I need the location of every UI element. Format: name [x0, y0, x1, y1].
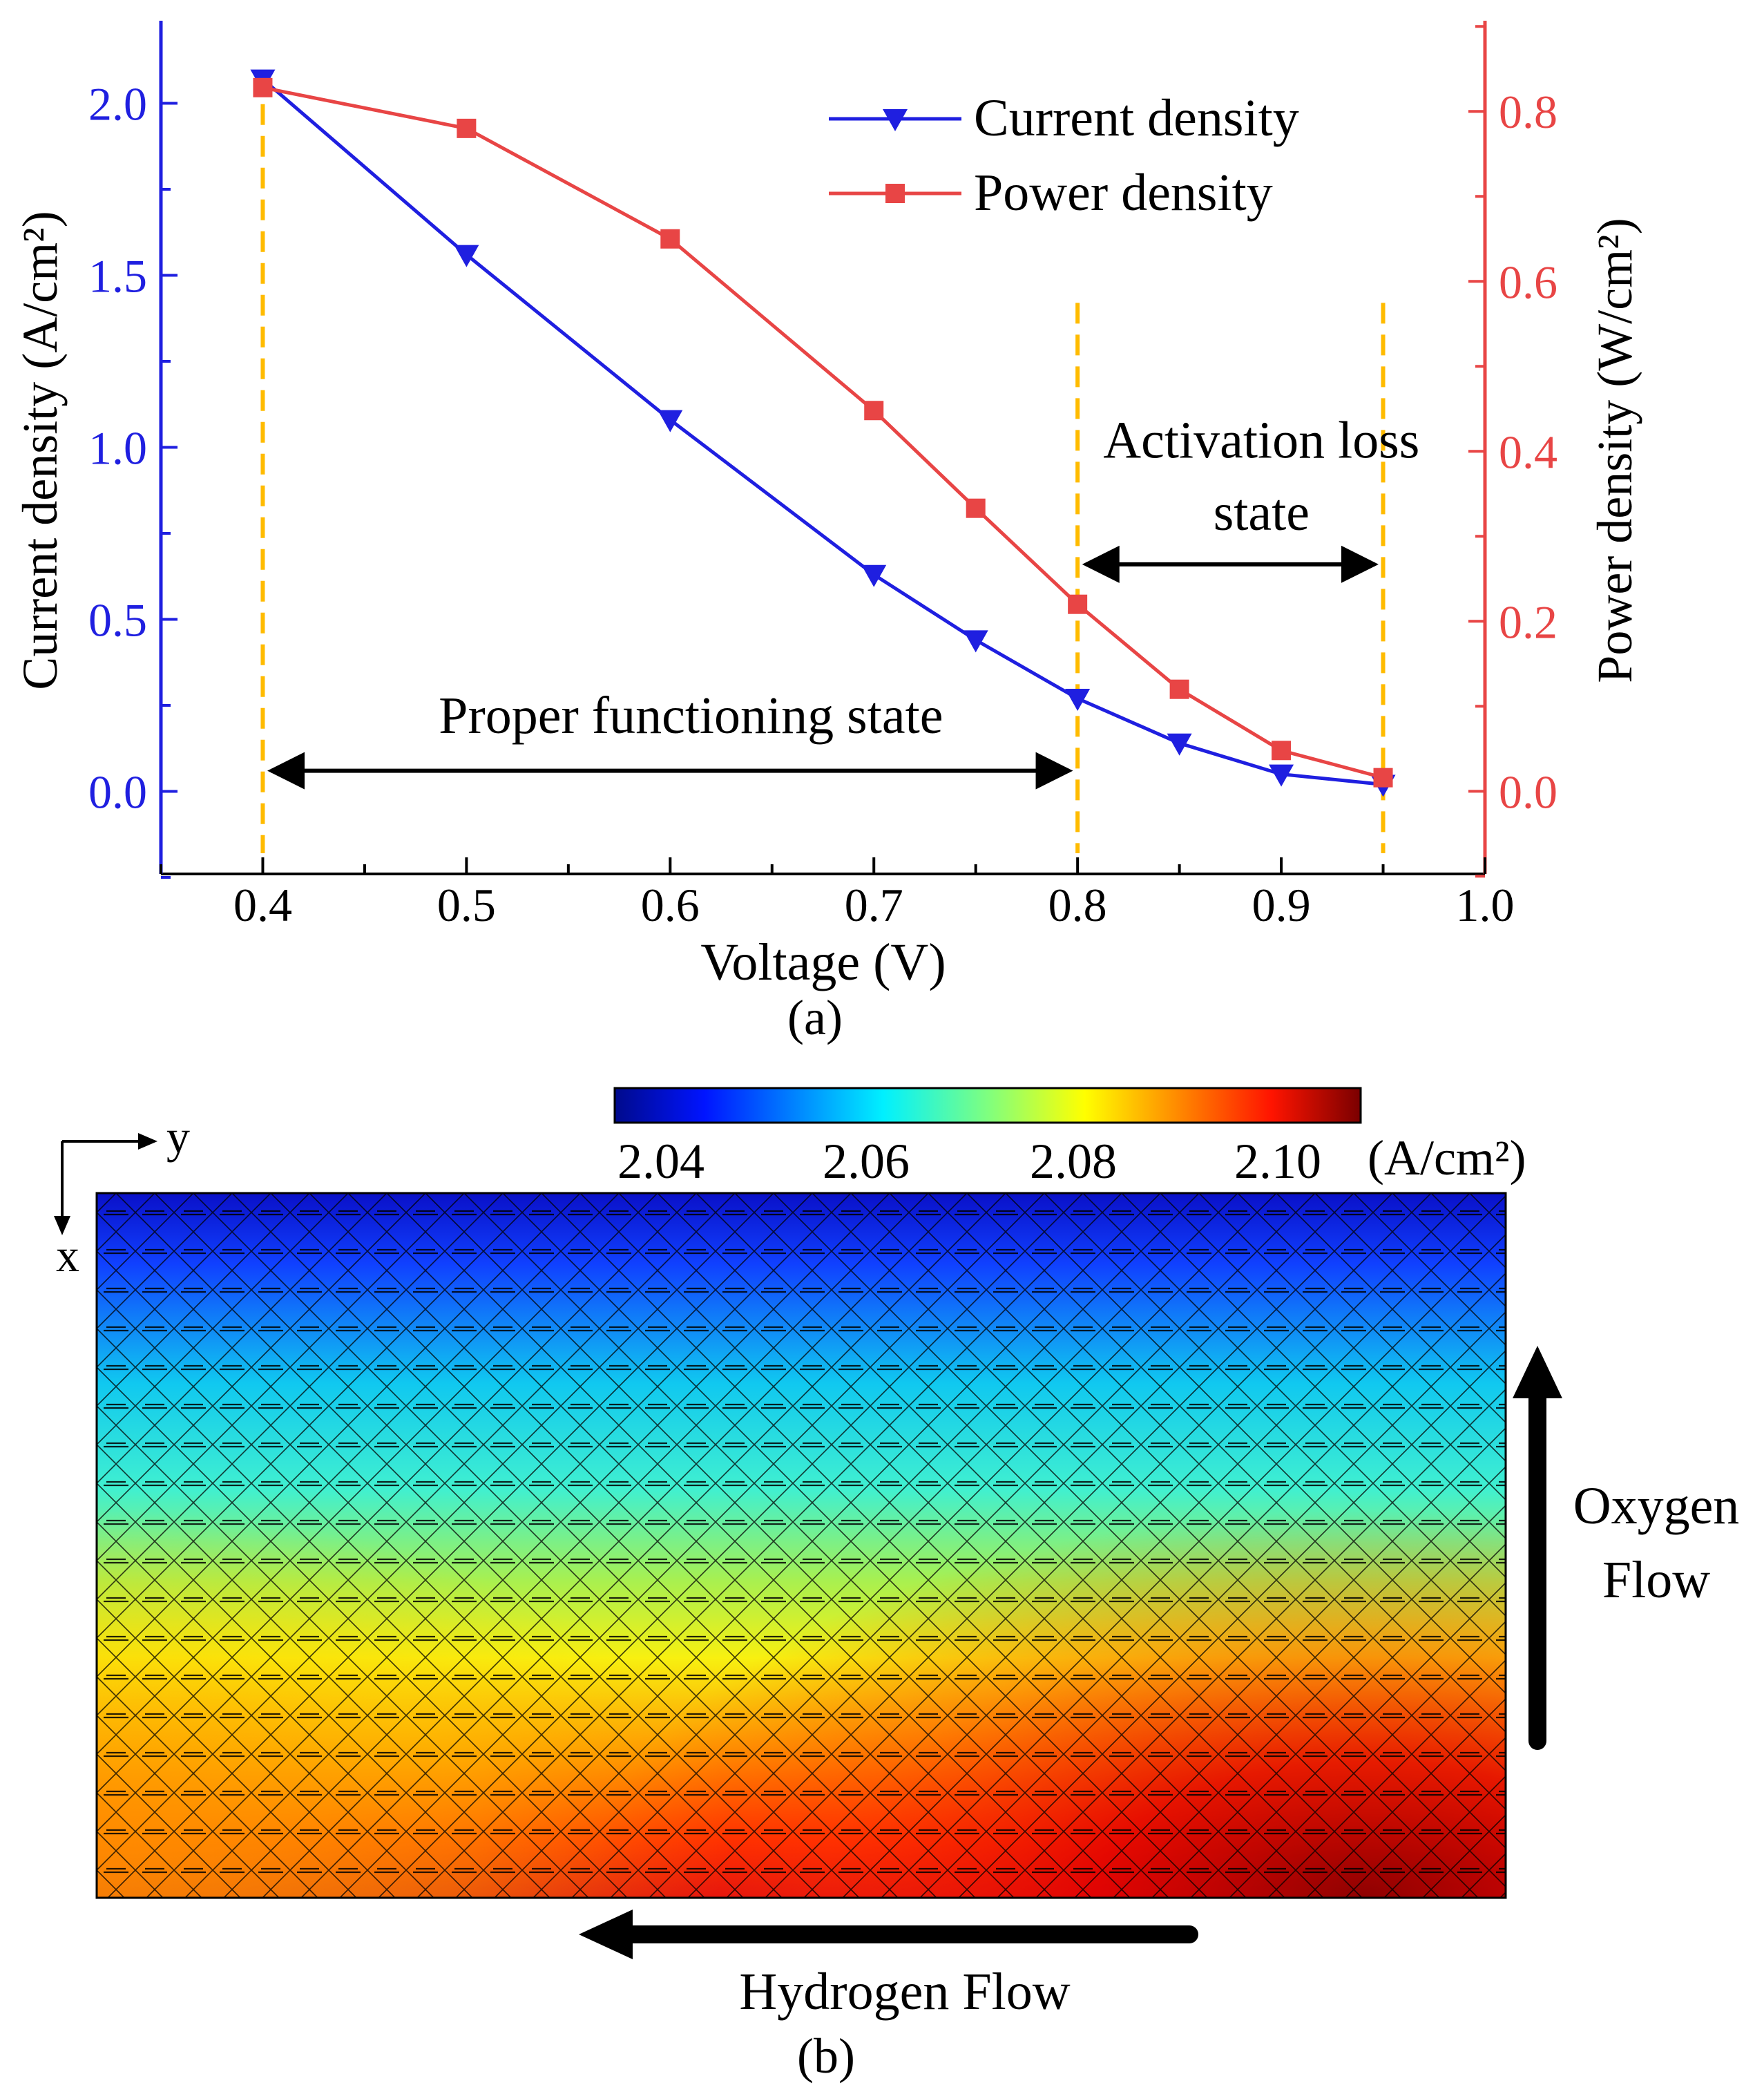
- axis-x-label: x: [56, 1229, 79, 1282]
- current-density-point: [454, 245, 479, 267]
- x-tick-label: 1.0: [1456, 879, 1515, 931]
- x-axis-label: Voltage (V): [700, 933, 946, 991]
- hydrogen-flow-label: Hydrogen Flow: [739, 1963, 1070, 2021]
- activation-state-label-line1: Activation loss: [1103, 411, 1419, 469]
- legend-label-current: Current density: [974, 89, 1299, 147]
- x-tick-label: 0.7: [845, 879, 903, 931]
- x-tick-label: 0.4: [233, 879, 292, 931]
- power-density-point: [1272, 741, 1292, 761]
- arrow-right-icon: [138, 1133, 157, 1150]
- y-left-tick-label: 2.0: [88, 78, 147, 131]
- chart-series: [250, 69, 1396, 797]
- hydrogen-flow-arrow: [579, 1910, 1198, 1959]
- power-density-point: [864, 401, 884, 421]
- legend-item-current: Current density: [829, 89, 1299, 147]
- x-tick-label: 0.9: [1252, 879, 1311, 931]
- reference-lines: [260, 72, 1386, 853]
- current-density-point: [1167, 733, 1192, 756]
- power-density-point: [253, 77, 273, 97]
- y-right-tick-label: 0.2: [1499, 596, 1557, 648]
- oxygen-flow-label-line2: Flow: [1602, 1551, 1710, 1609]
- y-right-tick-label: 0.4: [1499, 426, 1557, 478]
- arrow-down-icon: [54, 1216, 70, 1235]
- oxygen-flow-arrow: [1513, 1346, 1562, 1750]
- x-tick-label: 0.6: [641, 879, 700, 931]
- axis-y-label: y: [166, 1110, 190, 1163]
- current-density-point: [658, 410, 683, 432]
- colorbar-unit: (A/cm²): [1368, 1130, 1526, 1186]
- coordinate-axes: y x: [54, 1110, 190, 1282]
- current-density-point: [963, 630, 988, 653]
- line-chart-panel: 0.4 0.5 0.6 0.7 0.8 0.9 1.0 0.0 0.5 1.0 1.5 2.0 0.0 0…: [12, 21, 1642, 1045]
- arrow-left-icon: [579, 1910, 633, 1959]
- y-right-tick-label: 0.0: [1499, 765, 1557, 818]
- activation-state-label-line2: state: [1214, 484, 1310, 542]
- power-density-point: [1068, 594, 1088, 614]
- legend-marker-triangle: [883, 109, 908, 131]
- power-density-point: [1373, 768, 1393, 788]
- panel-label-a: (a): [787, 990, 843, 1045]
- chart-legend: Current density Power density: [829, 89, 1299, 222]
- heatmap-panel: 2.04 2.06 2.08 2.10 (A/cm²) y x Oxygen: [54, 1087, 1740, 2084]
- current-density-field: [95, 1192, 1507, 1899]
- flow-field-mesh: [97, 1193, 1506, 1898]
- power-density-point: [966, 498, 986, 518]
- colorbar: [613, 1087, 1362, 1124]
- colorbar-tick-label: 2.10: [1234, 1134, 1321, 1189]
- colorbar-tick-label: 2.06: [823, 1134, 910, 1189]
- x-tick-label: 0.5: [437, 879, 496, 931]
- y-left-tick-label: 0.5: [88, 593, 147, 646]
- proper-state-label: Proper functioning state: [439, 687, 943, 745]
- legend-marker-square: [885, 184, 905, 203]
- x-tick-label: 0.8: [1048, 879, 1107, 931]
- y-axis-left-label: Current density (A/cm²): [12, 211, 68, 689]
- colorbar-tick-label: 2.04: [617, 1134, 704, 1189]
- arrow-up-icon: [1513, 1346, 1562, 1398]
- panel-label-b: (b): [797, 2028, 855, 2084]
- power-density-point: [660, 229, 680, 249]
- y-left-tick-label: 1.0: [88, 422, 147, 475]
- axis-ticks: 0.4 0.5 0.6 0.7 0.8 0.9 1.0 0.0 0.5 1.0 1.5 2.0 0.0 0…: [88, 25, 1557, 931]
- y-right-tick-label: 0.8: [1499, 86, 1557, 138]
- power-density-point: [1169, 679, 1189, 699]
- legend-label-power: Power density: [974, 164, 1273, 222]
- legend-item-power: Power density: [829, 164, 1273, 222]
- current-density-point: [1269, 764, 1294, 787]
- y-right-tick-label: 0.6: [1499, 256, 1557, 308]
- oxygen-flow-label-line1: Oxygen: [1573, 1477, 1740, 1535]
- colorbar-tick-label: 2.08: [1030, 1134, 1117, 1189]
- current-density-point: [861, 564, 887, 587]
- current-density-point: [1065, 689, 1091, 712]
- y-left-tick-label: 1.5: [88, 250, 147, 303]
- y-axis-right-label: Power density (W/cm²): [1587, 218, 1642, 683]
- y-left-tick-label: 0.0: [88, 765, 147, 818]
- power-density-point: [457, 118, 477, 138]
